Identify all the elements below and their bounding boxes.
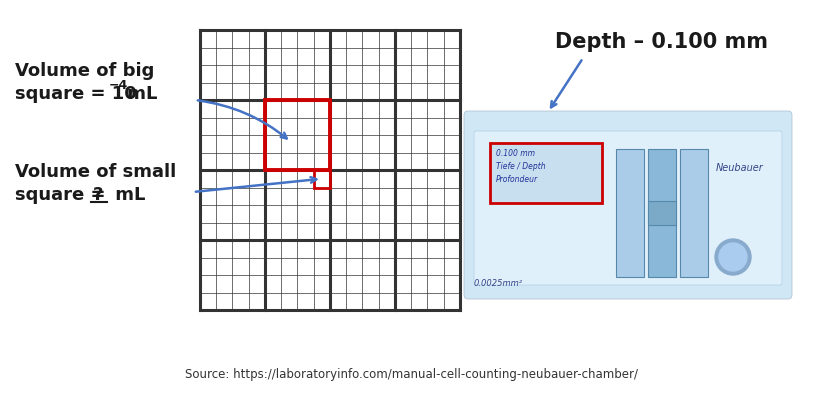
Bar [648, 149, 676, 277]
Circle shape [715, 239, 751, 275]
Text: square =: square = [15, 186, 112, 204]
Text: 0.100 mm: 0.100 mm [496, 149, 535, 158]
Text: Volume of big: Volume of big [15, 62, 154, 80]
Bar [265, 100, 330, 170]
Text: Volume of small: Volume of small [15, 163, 176, 181]
FancyBboxPatch shape [474, 131, 782, 285]
Text: Source: https://laboratoryinfo.com/manual-cell-counting-neubauer-chamber/: Source: https://laboratoryinfo.com/manua… [185, 368, 639, 381]
Bar [680, 149, 708, 277]
Text: mL: mL [121, 85, 157, 103]
Text: Tiefe / Depth: Tiefe / Depth [496, 162, 545, 171]
Text: square = 10: square = 10 [15, 85, 137, 103]
Bar [490, 143, 602, 203]
Text: Depth – 0.100 mm: Depth – 0.100 mm [555, 32, 768, 52]
Text: 0.0025mm²: 0.0025mm² [474, 279, 523, 288]
Bar [648, 201, 676, 225]
Text: Neubauer: Neubauer [716, 163, 764, 173]
Text: Profondeur: Profondeur [496, 175, 538, 184]
FancyBboxPatch shape [464, 111, 792, 299]
Text: −4: −4 [109, 79, 129, 92]
Bar [314, 170, 330, 187]
Bar [616, 149, 644, 277]
Text: ?: ? [93, 186, 103, 204]
Circle shape [719, 243, 747, 271]
Text: mL: mL [109, 186, 145, 204]
